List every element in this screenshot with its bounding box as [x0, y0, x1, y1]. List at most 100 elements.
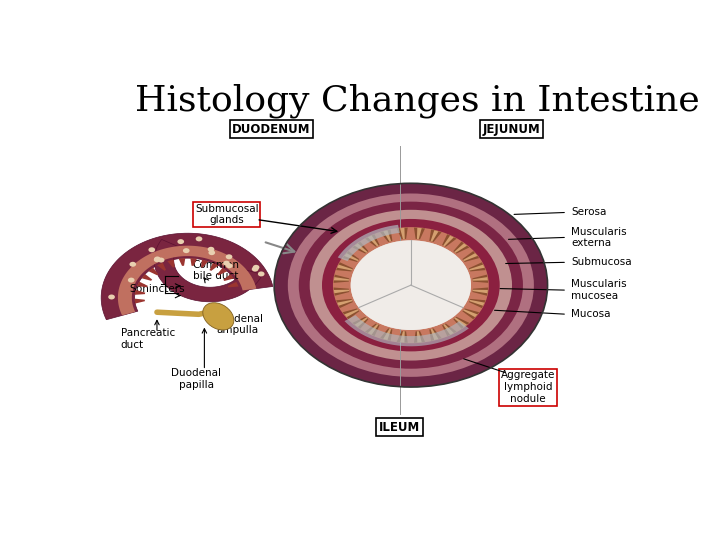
- Polygon shape: [135, 299, 145, 303]
- Polygon shape: [338, 225, 400, 261]
- Polygon shape: [148, 268, 158, 275]
- Circle shape: [226, 264, 233, 268]
- Polygon shape: [141, 274, 152, 281]
- Polygon shape: [417, 228, 422, 239]
- Text: Submucosa: Submucosa: [571, 257, 631, 267]
- Text: Duodenal
ampulla: Duodenal ampulla: [213, 314, 263, 335]
- Polygon shape: [397, 331, 408, 343]
- Polygon shape: [344, 315, 469, 346]
- Polygon shape: [431, 230, 438, 241]
- Circle shape: [208, 250, 215, 255]
- Circle shape: [274, 183, 547, 387]
- Circle shape: [207, 247, 215, 252]
- Polygon shape: [201, 260, 208, 268]
- Circle shape: [183, 248, 189, 253]
- Polygon shape: [472, 287, 488, 296]
- Circle shape: [351, 240, 471, 330]
- Circle shape: [108, 294, 115, 300]
- Polygon shape: [469, 265, 485, 271]
- Polygon shape: [463, 309, 477, 317]
- Polygon shape: [334, 289, 349, 293]
- Text: Common
bile duct: Common bile duct: [192, 260, 239, 281]
- Polygon shape: [400, 228, 405, 239]
- Polygon shape: [135, 290, 145, 295]
- Text: Sphincters: Sphincters: [129, 285, 185, 294]
- Polygon shape: [380, 328, 392, 341]
- Polygon shape: [469, 300, 485, 306]
- Polygon shape: [190, 258, 197, 266]
- Polygon shape: [179, 258, 185, 266]
- Polygon shape: [352, 317, 369, 329]
- Text: ILEUM: ILEUM: [379, 421, 420, 434]
- Polygon shape: [414, 331, 425, 343]
- Polygon shape: [400, 331, 405, 342]
- Circle shape: [223, 261, 230, 266]
- Polygon shape: [355, 244, 367, 253]
- Polygon shape: [343, 308, 359, 319]
- Polygon shape: [333, 287, 349, 296]
- Polygon shape: [442, 234, 456, 247]
- Polygon shape: [431, 329, 438, 340]
- Circle shape: [154, 257, 161, 262]
- Polygon shape: [454, 317, 469, 329]
- Polygon shape: [462, 308, 480, 319]
- Polygon shape: [462, 251, 480, 262]
- Polygon shape: [352, 241, 369, 254]
- Polygon shape: [228, 282, 238, 287]
- Text: Aggregate
lymphoid
nodule: Aggregate lymphoid nodule: [501, 370, 555, 403]
- Polygon shape: [472, 275, 488, 283]
- Ellipse shape: [203, 303, 234, 330]
- Circle shape: [253, 265, 259, 270]
- Polygon shape: [118, 246, 256, 315]
- Polygon shape: [429, 230, 441, 242]
- Circle shape: [351, 240, 471, 330]
- Polygon shape: [397, 227, 408, 239]
- Circle shape: [196, 237, 202, 241]
- Text: Histology Changes in Intestine: Histology Changes in Intestine: [135, 84, 699, 118]
- Polygon shape: [334, 277, 349, 281]
- Polygon shape: [472, 289, 488, 293]
- Circle shape: [128, 278, 135, 282]
- Polygon shape: [217, 268, 228, 275]
- Polygon shape: [463, 253, 477, 261]
- Circle shape: [252, 267, 258, 272]
- Polygon shape: [454, 244, 467, 253]
- Polygon shape: [383, 230, 391, 241]
- Circle shape: [288, 193, 534, 377]
- Polygon shape: [157, 262, 166, 271]
- Text: Muscularis
externa: Muscularis externa: [571, 227, 626, 248]
- Circle shape: [310, 210, 512, 361]
- Polygon shape: [444, 235, 454, 246]
- Polygon shape: [368, 235, 379, 246]
- Text: Mucosa: Mucosa: [571, 309, 611, 319]
- Circle shape: [154, 256, 161, 261]
- Circle shape: [258, 272, 264, 276]
- Polygon shape: [417, 331, 422, 342]
- Polygon shape: [365, 234, 379, 247]
- Polygon shape: [414, 227, 425, 239]
- Circle shape: [158, 258, 164, 262]
- Polygon shape: [337, 265, 352, 271]
- Circle shape: [333, 227, 489, 343]
- Text: Submucosal
glands: Submucosal glands: [195, 204, 258, 225]
- Circle shape: [322, 219, 500, 352]
- Polygon shape: [355, 318, 367, 327]
- Polygon shape: [454, 241, 469, 254]
- Polygon shape: [469, 299, 485, 308]
- Circle shape: [130, 262, 136, 267]
- Text: Serosa: Serosa: [571, 207, 606, 218]
- Polygon shape: [167, 259, 175, 268]
- Text: Pancreatic
duct: Pancreatic duct: [121, 328, 175, 350]
- Text: Duodenal
papilla: Duodenal papilla: [171, 368, 221, 389]
- Polygon shape: [344, 309, 359, 317]
- Polygon shape: [154, 239, 262, 302]
- Polygon shape: [343, 251, 359, 262]
- Polygon shape: [454, 318, 467, 327]
- Circle shape: [225, 254, 233, 259]
- Circle shape: [299, 201, 523, 369]
- Polygon shape: [469, 262, 485, 272]
- Polygon shape: [102, 233, 273, 320]
- Polygon shape: [442, 323, 456, 336]
- Polygon shape: [137, 281, 148, 287]
- Polygon shape: [429, 328, 441, 341]
